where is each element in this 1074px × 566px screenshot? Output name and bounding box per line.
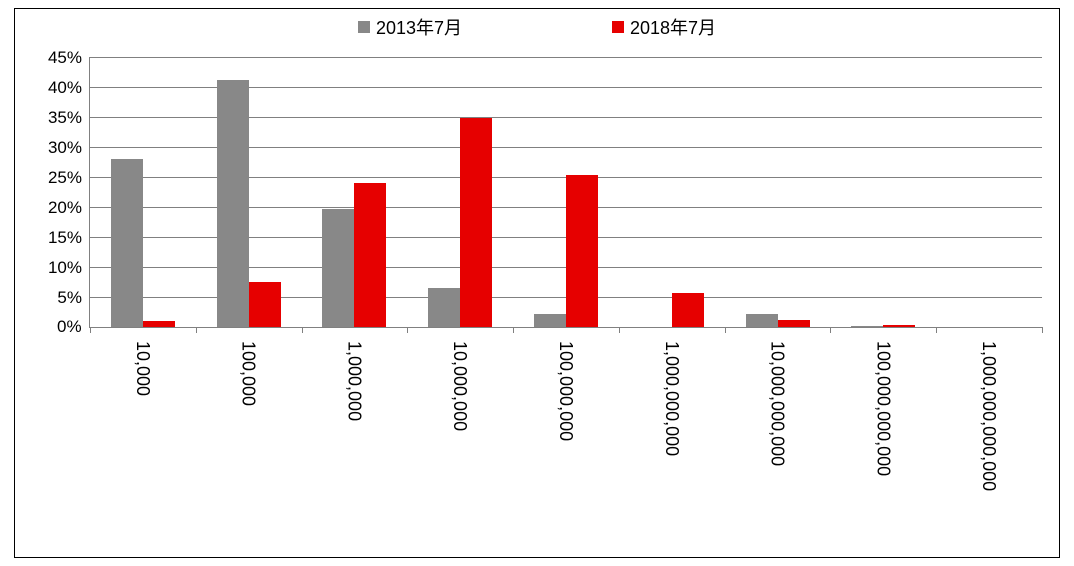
bar (883, 325, 915, 327)
legend: 2013年7月 2018年7月 (15, 13, 1059, 41)
x-tick-label: 10,000,000,000 (767, 341, 788, 466)
bar (534, 314, 566, 327)
legend-item-2013: 2013年7月 (358, 14, 462, 40)
bar (566, 175, 598, 327)
y-tick-label-0: 0% (57, 317, 82, 337)
x-tick (1042, 327, 1043, 333)
bar (460, 118, 492, 327)
x-tick-label: 10,000 (132, 341, 153, 396)
y-tick-label: 15% (48, 228, 90, 248)
y-tick-label: 45% (48, 48, 90, 68)
x-tick (830, 327, 831, 333)
bar (672, 293, 704, 327)
y-tick-label: 25% (48, 168, 90, 188)
legend-swatch-2018 (612, 21, 624, 33)
y-tick-label: 40% (48, 78, 90, 98)
y-tick-label: 30% (48, 138, 90, 158)
legend-swatch-2013 (358, 21, 370, 33)
y-tick-label: 20% (48, 198, 90, 218)
x-tick (725, 327, 726, 333)
x-tick-label: 10,000,000 (449, 341, 470, 431)
bar (322, 209, 354, 327)
x-tick (302, 327, 303, 333)
legend-item-2018: 2018年7月 (612, 14, 716, 40)
x-tick (196, 327, 197, 333)
legend-label-2018: 2018年7月 (630, 14, 716, 40)
x-tick (936, 327, 937, 333)
x-tick (513, 327, 514, 333)
bar (354, 183, 386, 327)
x-tick (619, 327, 620, 333)
x-tick-label: 100,000,000 (555, 341, 576, 441)
bar (851, 326, 883, 327)
x-tick-label: 1,000,000 (343, 341, 364, 421)
bar (249, 282, 281, 327)
x-tick-label: 100,000,000,000 (872, 341, 893, 476)
legend-label-2013: 2013年7月 (376, 14, 462, 40)
gridline: 45% (90, 57, 1042, 58)
plot-area: 5%10%15%20%25%30%35%40%45% (89, 57, 1042, 328)
x-tick-label: 1,000,000,000 (661, 341, 682, 456)
bar (428, 288, 460, 327)
bar (111, 159, 143, 327)
x-tick-label: 1,000,000,000,000 (978, 341, 999, 491)
y-tick-label: 5% (57, 288, 90, 308)
y-tick-label: 35% (48, 108, 90, 128)
x-tick (90, 327, 91, 333)
bar (746, 314, 778, 327)
x-tick (407, 327, 408, 333)
x-tick-label: 100,000 (238, 341, 259, 406)
bar (778, 320, 810, 327)
bar (143, 321, 175, 327)
chart-frame: 2013年7月 2018年7月 5%10%15%20%25%30%35%40%4… (14, 8, 1060, 558)
y-tick-label: 10% (48, 258, 90, 278)
bar (217, 80, 249, 327)
